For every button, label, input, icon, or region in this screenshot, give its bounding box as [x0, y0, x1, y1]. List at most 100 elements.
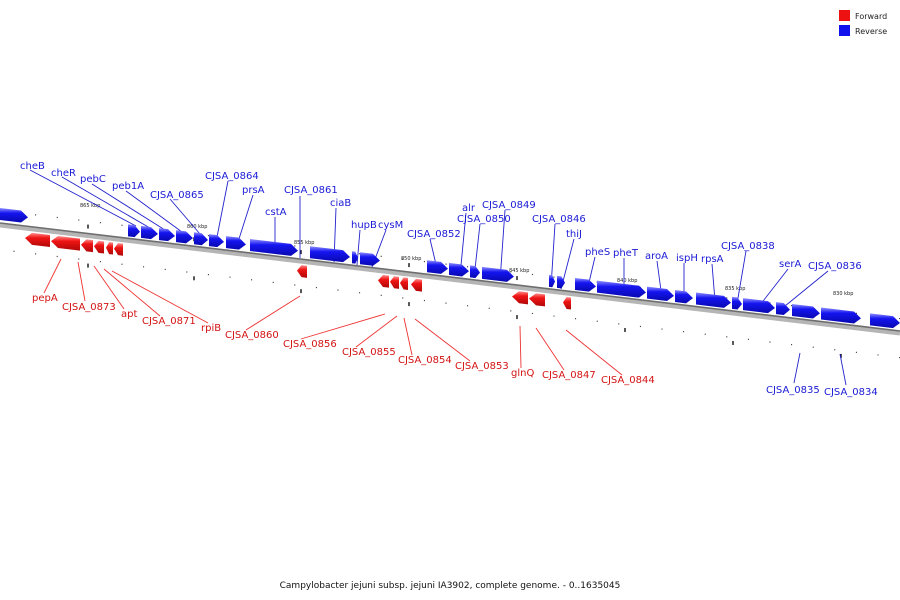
gene-label-CJSA_0864[interactable]: CJSA_0864 [205, 171, 259, 182]
gene-label-pepA[interactable]: pepA [32, 293, 58, 304]
gene-label-serA[interactable]: serA [779, 259, 801, 270]
gene-label-CJSA_0850[interactable]: CJSA_0850 [457, 214, 511, 225]
gene-label-hupB[interactable]: hupB [351, 220, 377, 231]
gene-label-CJSA_0860[interactable]: CJSA_0860 [225, 330, 279, 341]
label-leader-line [77, 261, 86, 302]
reverse-gene-arrow[interactable] [141, 225, 158, 240]
gene-label-CJSA_0856[interactable]: CJSA_0856 [283, 339, 337, 350]
gene-label-CJSA_0852[interactable]: CJSA_0852 [407, 229, 461, 240]
genome-backbone [0, 222, 900, 336]
reverse-gene-arrow[interactable] [743, 298, 775, 314]
reverse-gene-arrow[interactable] [352, 251, 358, 264]
reverse-gene-arrow[interactable] [194, 232, 208, 246]
reverse-gene-arrow[interactable] [159, 228, 175, 242]
reverse-gene-arrow[interactable] [128, 224, 140, 238]
gene-label-CJSA_0861[interactable]: CJSA_0861 [284, 185, 338, 196]
forward-gene-arrow[interactable] [297, 265, 307, 278]
gene-label-CJSA_0853[interactable]: CJSA_0853 [455, 361, 509, 372]
label-leader-line [356, 229, 361, 266]
gene-label-cysM[interactable]: cysM [378, 220, 403, 231]
gene-label-CJSA_0847[interactable]: CJSA_0847 [542, 370, 596, 381]
label-leader-line [793, 352, 801, 384]
reverse-gene-arrow[interactable] [792, 304, 820, 319]
reverse-gene-arrow[interactable] [549, 274, 555, 288]
forward-gene-arrow[interactable] [94, 240, 104, 254]
reverse-gene-arrow[interactable] [557, 275, 565, 289]
gene-label-CJSA_0854[interactable]: CJSA_0854 [398, 355, 452, 366]
label-leader-line [111, 270, 209, 324]
reverse-gene-arrow[interactable] [427, 260, 448, 274]
forward-gene-arrow[interactable] [390, 276, 399, 289]
reverse-gene-arrow[interactable] [482, 266, 514, 282]
reverse-gene-arrow[interactable] [449, 262, 469, 277]
reverse-gene-arrow[interactable] [176, 230, 193, 244]
gene-label-glnQ[interactable]: glnQ [511, 368, 534, 379]
forward-gene-arrow[interactable] [529, 293, 545, 307]
reverse-gene-arrow[interactable] [310, 246, 350, 263]
reverse-gene-arrow[interactable] [870, 313, 900, 329]
forward-gene-arrow[interactable] [378, 274, 389, 288]
forward-gene-arrow[interactable] [51, 235, 80, 251]
reverse-gene-arrow[interactable] [470, 265, 480, 279]
gene-label-pheS[interactable]: pheS [585, 247, 610, 258]
gene-label-ciaB[interactable]: ciaB [330, 198, 351, 209]
reverse-gene-arrow[interactable] [647, 286, 674, 302]
gene-label-CJSA_0838[interactable]: CJSA_0838 [721, 241, 775, 252]
gene-label-pheT[interactable]: pheT [613, 248, 639, 259]
gene-label-alr[interactable]: alr [462, 203, 476, 214]
forward-gene-arrow[interactable] [411, 278, 422, 292]
gene-label-cstA[interactable]: cstA [265, 207, 287, 218]
reverse-gene-arrow[interactable] [226, 236, 246, 250]
reverse-gene-arrow[interactable] [360, 252, 380, 266]
reverse-gene-arrow[interactable] [250, 239, 298, 256]
genome-caption: Campylobacter jejuni subsp. jejuni IA390… [280, 581, 621, 591]
reverse-gene-arrow[interactable] [821, 307, 861, 324]
forward-gene-arrow[interactable] [106, 242, 113, 255]
gene-label-CJSA_0849[interactable]: CJSA_0849 [482, 200, 536, 211]
gene-label-CJSA_0865[interactable]: CJSA_0865 [150, 190, 204, 201]
gene-label-cheR[interactable]: cheR [51, 168, 76, 179]
gene-label-aroA[interactable]: aroA [645, 251, 668, 262]
reverse-gene-arrow[interactable] [675, 290, 693, 304]
kbp-label-855: 855 kbp [294, 240, 314, 246]
forward-gene-arrow[interactable] [25, 232, 50, 247]
reverse-gene-arrow[interactable] [597, 280, 646, 298]
gene-label-ispH[interactable]: ispH [676, 253, 698, 264]
reverse-gene-arrow[interactable] [0, 208, 28, 223]
legend-swatch-forward [839, 10, 850, 21]
gene-label-CJSA_0844[interactable]: CJSA_0844 [601, 375, 655, 386]
gene-label-CJSA_0846[interactable]: CJSA_0846 [532, 214, 586, 225]
gene-label-peb1A[interactable]: peb1A [112, 181, 144, 192]
label-leader-line [93, 265, 125, 310]
gene-label-thiJ[interactable]: thiJ [566, 229, 582, 240]
gene-label-CJSA_0836[interactable]: CJSA_0836 [808, 261, 862, 272]
gene-label-pebC[interactable]: pebC [80, 174, 106, 185]
forward-gene-arrow[interactable] [114, 243, 123, 256]
gene-label-prsA[interactable]: prsA [242, 185, 265, 196]
forward-gene-arrow[interactable] [563, 296, 571, 310]
label-leader-line [355, 315, 398, 348]
reverse-gene-arrow[interactable] [696, 292, 731, 308]
label-leader-line [29, 169, 137, 227]
gene-label-CJSA_0855[interactable]: CJSA_0855 [342, 347, 396, 358]
label-leader-line [91, 183, 166, 231]
forward-gene-arrow[interactable] [512, 291, 528, 305]
forward-gene-arrow[interactable] [81, 239, 93, 253]
label-leader-line [216, 180, 229, 238]
reverse-gene-arrow[interactable] [776, 302, 790, 316]
gene-label-CJSA_0873[interactable]: CJSA_0873 [62, 302, 116, 313]
gene-label-rpiB[interactable]: rpiB [201, 323, 221, 334]
gene-label-cheB[interactable]: cheB [20, 161, 45, 172]
label-leader-line [839, 353, 847, 386]
gene-label-CJSA_0835[interactable]: CJSA_0835 [766, 385, 820, 396]
reverse-gene-arrow[interactable] [732, 296, 742, 310]
legend-label-reverse: Reverse [855, 27, 887, 36]
gene-label-CJSA_0834[interactable]: CJSA_0834 [824, 387, 878, 398]
gene-label-apt[interactable]: apt [121, 309, 137, 320]
reverse-gene-arrow[interactable] [575, 278, 596, 292]
forward-gene-arrow[interactable] [400, 277, 408, 290]
gene-label-CJSA_0871[interactable]: CJSA_0871 [142, 316, 196, 327]
reverse-gene-arrow[interactable] [209, 234, 224, 248]
kbp-label-830: 830 kbp [833, 291, 853, 297]
gene-label-rpsA[interactable]: rpsA [701, 254, 724, 265]
